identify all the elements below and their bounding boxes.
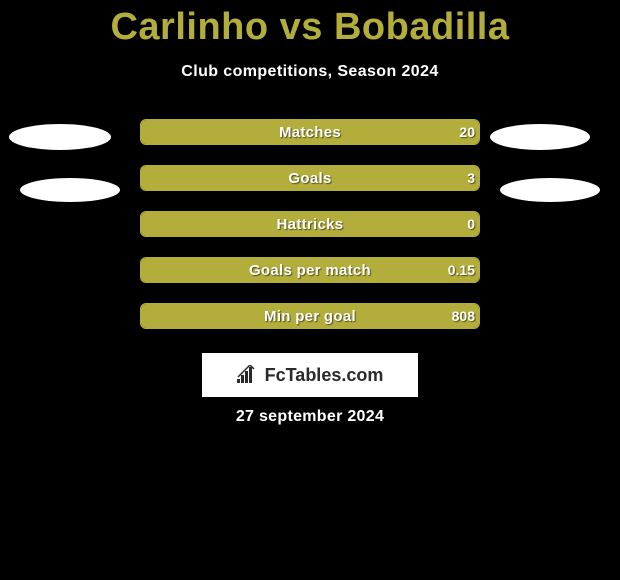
stat-bar-fill xyxy=(141,120,479,144)
stat-bar-fill xyxy=(141,212,479,236)
subtitle: Club competitions, Season 2024 xyxy=(0,63,620,81)
stat-bar xyxy=(140,303,480,329)
stats-rows: Matches 20 Goals 3 Hattricks 0 Goals per… xyxy=(0,119,620,349)
stat-bar xyxy=(140,119,480,145)
stat-row-goals: Goals 3 xyxy=(0,165,620,211)
stat-bar-fill xyxy=(141,166,479,190)
date-label: 27 september 2024 xyxy=(0,408,620,426)
stat-bar xyxy=(140,211,480,237)
stat-row-matches: Matches 20 xyxy=(0,119,620,165)
stat-row-hattricks: Hattricks 0 xyxy=(0,211,620,257)
brand-badge[interactable]: FcTables.com xyxy=(202,353,418,397)
stat-bar-fill xyxy=(141,258,479,282)
stat-bar-fill xyxy=(141,304,479,328)
brand-label: FcTables.com xyxy=(265,365,384,386)
stat-bar xyxy=(140,165,480,191)
brand-chart-icon xyxy=(237,365,259,385)
stat-row-min-per-goal: Min per goal 808 xyxy=(0,303,620,349)
stat-row-goals-per-match: Goals per match 0.15 xyxy=(0,257,620,303)
page-title: Carlinho vs Bobadilla xyxy=(0,0,620,49)
stat-bar xyxy=(140,257,480,283)
